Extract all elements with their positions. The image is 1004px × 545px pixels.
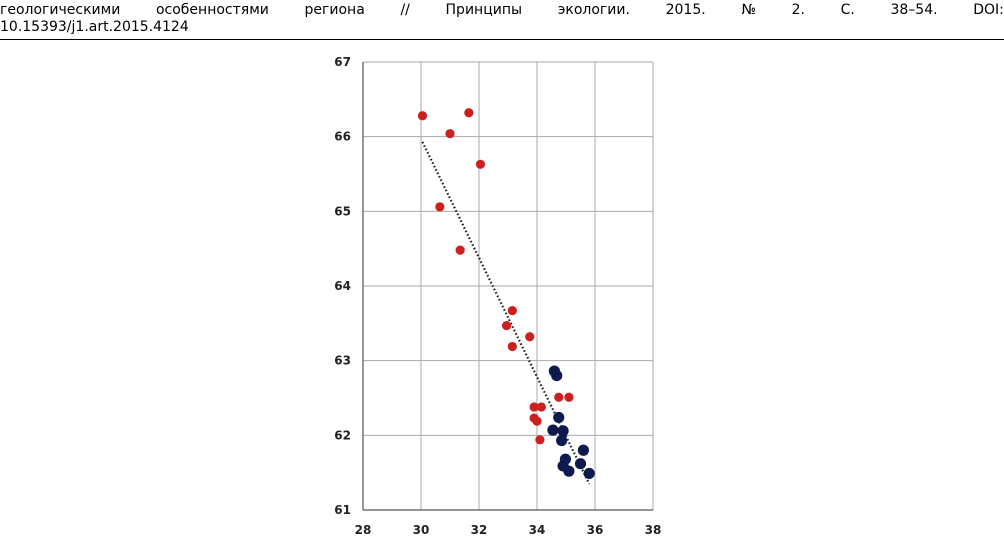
y-tick-label: 63 — [334, 354, 351, 368]
citation-word: 2. — [791, 2, 805, 18]
point-navy — [551, 370, 563, 382]
point-red — [507, 341, 517, 352]
x-tick-label: 28 — [355, 523, 372, 537]
grid — [362, 61, 654, 511]
trendline-path — [421, 141, 591, 485]
point-red — [445, 129, 455, 139]
citation-word: DOI: — [973, 2, 1004, 18]
point-navy — [553, 411, 565, 424]
x-tick-label: 36 — [587, 523, 604, 537]
y-tick-label: 67 — [334, 55, 351, 69]
citation-word: Принципы — [445, 2, 523, 18]
y-tick-label: 66 — [334, 130, 351, 144]
citation-word: особенностями — [155, 2, 269, 18]
point-red — [532, 416, 542, 426]
point-red — [455, 245, 465, 255]
point-red — [417, 111, 428, 121]
y-tick-label: 64 — [334, 279, 351, 293]
header-rule — [0, 39, 1004, 40]
point-red — [564, 392, 574, 402]
point-red — [501, 320, 512, 331]
point-red — [475, 159, 486, 169]
point-red — [525, 332, 535, 342]
citation-line-1: геологическими особенностями региона // … — [0, 2, 1004, 19]
point-navy — [563, 465, 575, 477]
point-red — [507, 306, 517, 316]
point-navy — [557, 425, 569, 437]
citation-word: геологическими — [0, 2, 121, 18]
y-tick-labels: 61 62 63 64 65 66 67 — [334, 55, 351, 517]
trendline — [421, 141, 591, 485]
y-tick-label: 65 — [334, 204, 351, 218]
point-navy — [547, 424, 559, 436]
citation-word: экологии. — [557, 2, 630, 18]
point-red — [435, 202, 445, 212]
citation-text: геологическими особенностями региона // … — [0, 2, 1004, 36]
x-tick-label: 30 — [413, 523, 430, 537]
point-navy — [574, 458, 587, 470]
point-navy — [577, 444, 590, 456]
x-tick-label: 38 — [645, 523, 662, 537]
point-red — [554, 392, 564, 402]
point-red — [536, 402, 546, 412]
citation-word: № — [741, 2, 756, 18]
citation-word: // — [400, 2, 410, 18]
y-tick-label: 62 — [334, 428, 351, 442]
x-tick-label: 32 — [471, 523, 488, 537]
point-red — [464, 108, 474, 118]
citation-doi: 10.15393/j1.art.2015.4124 — [0, 19, 189, 35]
x-tick-labels: 28 30 32 34 36 38 — [355, 523, 662, 537]
citation-word: 38–54. — [890, 2, 938, 18]
citation-word: С. — [840, 2, 855, 18]
x-tick-label: 34 — [529, 523, 546, 537]
data-points — [417, 108, 595, 480]
point-navy — [556, 434, 568, 447]
citation-word: 2015. — [665, 2, 706, 18]
citation-word: региона — [304, 2, 365, 18]
point-red — [529, 402, 539, 412]
point-red — [535, 435, 545, 445]
y-tick-label: 61 — [334, 503, 351, 517]
point-navy — [583, 467, 595, 480]
